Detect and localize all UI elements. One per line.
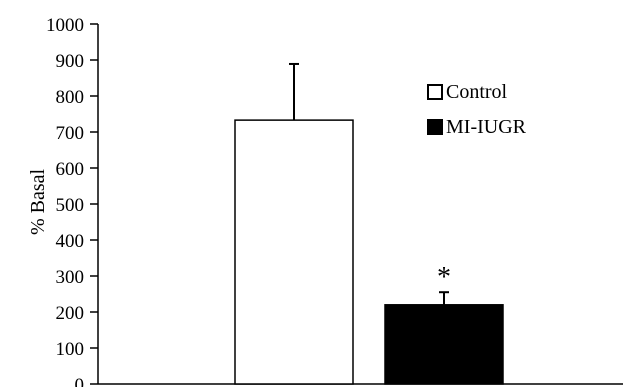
y-tick-label: 800 (56, 87, 85, 108)
legend: Control MI-IUGR (427, 81, 527, 138)
y-tick-label: 900 (56, 51, 85, 72)
y-tick-label: 200 (56, 303, 85, 324)
significance-asterisk: * (437, 262, 451, 293)
y-tick-label: 1000 (46, 15, 84, 36)
legend-label-control: Control (446, 81, 508, 103)
y-tick-label: 300 (56, 267, 85, 288)
y-tick-label: 100 (56, 339, 85, 360)
bars (234, 119, 504, 385)
y-tick-label: 500 (56, 195, 85, 216)
bar-mi-iugr (384, 304, 504, 385)
y-tick-label: 600 (56, 159, 85, 180)
legend-label-mi-iugr: MI-IUGR (446, 116, 527, 138)
legend-swatch-mi-iugr (427, 119, 443, 135)
y-axis-title: % Basal (27, 169, 49, 236)
y-tick-label: 400 (56, 231, 85, 252)
y-tick-label: 0 (75, 375, 85, 387)
legend-swatch-control (427, 84, 443, 100)
bar-control (234, 119, 354, 385)
y-tick-label: 700 (56, 123, 85, 144)
annotations: * (437, 262, 451, 293)
error-bars (289, 62, 449, 305)
y-axis: 0 100 200 300 400 500 600 700 800 900 1000 (46, 15, 99, 387)
